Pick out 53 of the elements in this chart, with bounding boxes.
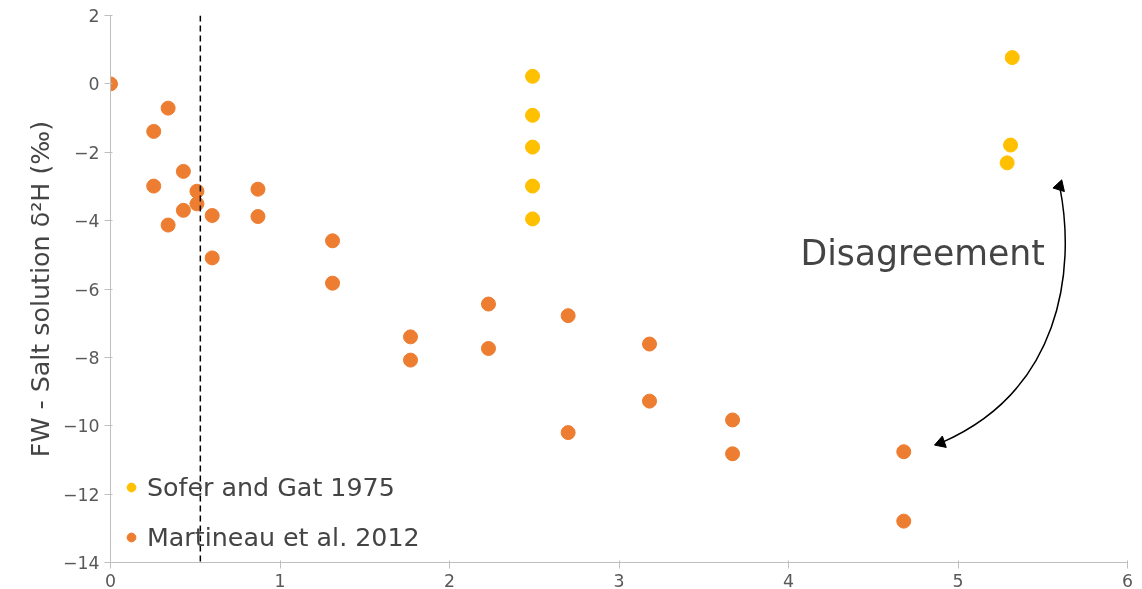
point (896, 513, 912, 529)
point (403, 352, 419, 368)
point (560, 308, 576, 324)
point (480, 296, 496, 312)
point (725, 446, 741, 462)
y-axis-title: FW - Salt solution δ²H (‰) (24, 120, 55, 458)
y-tick-label: −8 (73, 347, 100, 368)
point (160, 217, 176, 233)
x-tick-label: 0 (104, 570, 117, 589)
point (204, 250, 220, 266)
y-tick-label: 2 (88, 6, 100, 26)
point (896, 444, 912, 460)
x-tick-label: 3 (613, 570, 625, 589)
y-tick-label: −12 (62, 484, 100, 505)
legend-label: Sofer and Gat 1975 (147, 472, 395, 502)
point (250, 181, 266, 197)
y-tick-label: −2 (73, 142, 100, 163)
x-tick-label: 6 (1121, 570, 1134, 589)
point (525, 68, 541, 84)
point (325, 275, 341, 291)
point (204, 208, 220, 223)
point (160, 100, 176, 116)
point (525, 107, 541, 123)
x-tick-label: 1 (274, 570, 286, 589)
point (146, 178, 162, 194)
point (525, 178, 541, 194)
y-tick-label: −4 (73, 211, 100, 232)
legend-label: Martineau et al. 2012 (147, 522, 420, 552)
x-tick-label: 2 (443, 570, 456, 589)
point (525, 139, 541, 155)
point (525, 211, 541, 227)
point (560, 425, 576, 441)
point (642, 393, 658, 409)
point (325, 233, 341, 249)
point (642, 336, 658, 352)
point (725, 412, 741, 428)
point (175, 202, 191, 218)
point (175, 163, 191, 179)
point (250, 209, 266, 225)
y-tick-label: 0 (88, 74, 100, 95)
y-tick-label: −10 (62, 416, 100, 437)
annotation: Disagreement (800, 232, 1045, 273)
y-tick-label: −14 (62, 553, 100, 573)
point (403, 329, 419, 345)
point (1003, 137, 1019, 153)
y-tick-label: −6 (73, 279, 100, 300)
point (999, 155, 1015, 171)
point (480, 341, 496, 356)
x-tick-label: 4 (782, 570, 795, 589)
x-tick-label: 5 (952, 570, 964, 589)
point (1004, 50, 1020, 66)
point (146, 123, 162, 139)
point (189, 196, 205, 212)
